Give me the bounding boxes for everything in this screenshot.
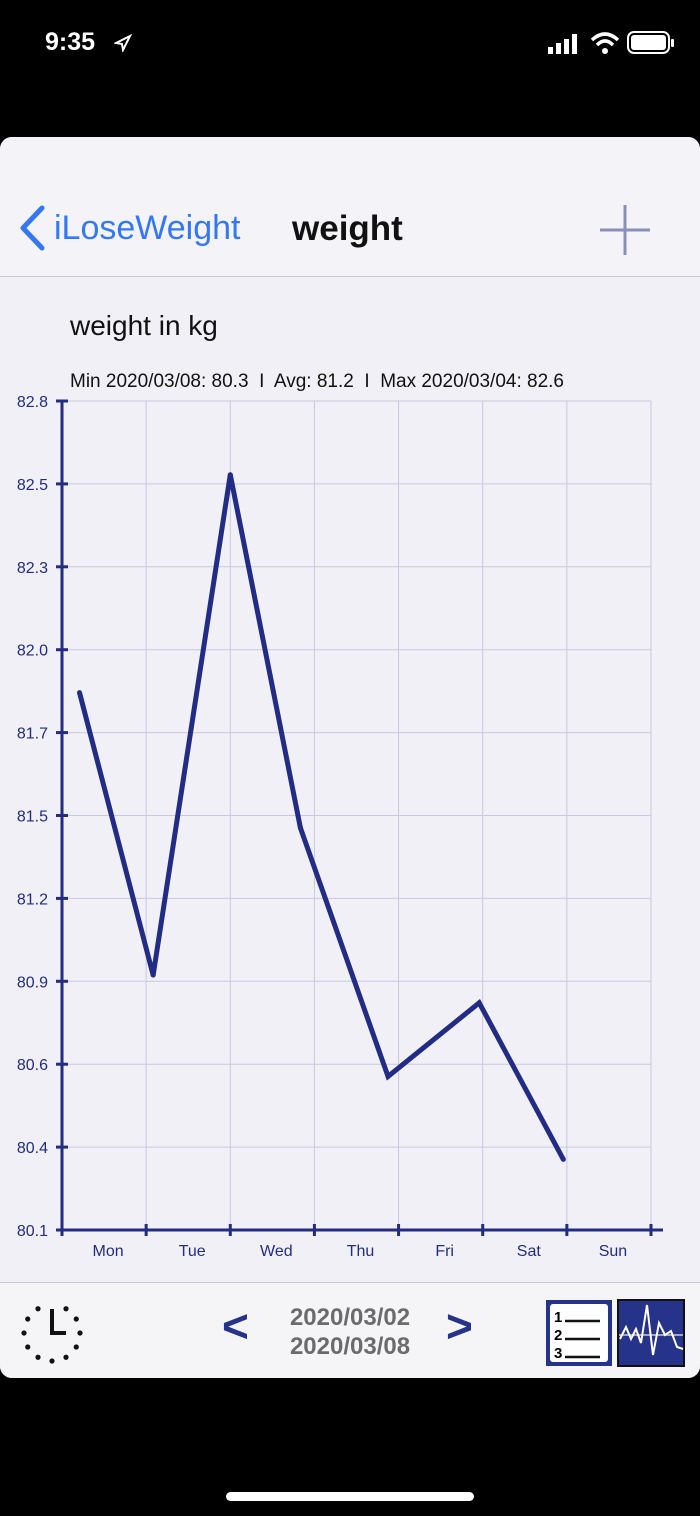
list-view-icon[interactable]: 1 2 3	[545, 1299, 613, 1367]
weight-chart: 82.8 82.5 82.3 82.0 81.7 81.5 81.2 80.9 80.6 80.4…	[17, 394, 663, 1260]
x-tick-label: Tue	[179, 1243, 206, 1260]
back-button[interactable]: iLoseWeight	[18, 205, 241, 251]
app-window: iLoseWeight weight weight in kg Min 2020…	[0, 137, 700, 1378]
clock-tick	[73, 1316, 79, 1322]
y-tick-label: 82.5	[17, 477, 48, 494]
data-point	[150, 972, 156, 978]
y-tick-label: 81.5	[17, 809, 48, 826]
next-week-button[interactable]: >	[446, 1300, 473, 1352]
clock-tick	[21, 1330, 27, 1336]
y-tick-label: 82.0	[17, 643, 48, 660]
x-tick-label: Mon	[93, 1243, 124, 1260]
y-tick-label: 80.6	[17, 1057, 48, 1074]
start-date: 2020/03/02	[289, 1304, 411, 1331]
clock-icon[interactable]	[18, 1297, 88, 1367]
svg-text:3: 3	[554, 1345, 562, 1362]
clock-tick	[35, 1306, 41, 1312]
date-range: 2020/03/02 2020/03/08	[270, 1303, 430, 1361]
clock-tick	[63, 1306, 69, 1312]
data-point	[77, 690, 83, 696]
back-label: iLoseWeight	[54, 208, 241, 247]
clock-tick	[73, 1344, 79, 1350]
y-tick-label: 81.2	[17, 891, 48, 908]
y-tick-label: 82.3	[17, 560, 48, 577]
chart-heading: weight in kg	[70, 310, 218, 341]
clock: 9:35	[45, 28, 96, 56]
y-tick-label: 82.8	[17, 394, 48, 411]
clock-tick	[25, 1316, 31, 1322]
signal-icon	[548, 34, 577, 54]
clock-tick	[35, 1354, 41, 1360]
data-point	[227, 472, 233, 478]
chart-view-icon[interactable]	[617, 1299, 685, 1367]
weight-series-line	[77, 474, 566, 1161]
data-point	[297, 825, 303, 831]
y-tick-label: 81.7	[17, 726, 48, 743]
previous-week-button[interactable]: <	[222, 1300, 249, 1352]
clock-tick	[49, 1358, 55, 1364]
clock-tick	[77, 1330, 83, 1336]
clock-tick	[25, 1344, 31, 1350]
location-icon	[114, 34, 132, 52]
stats-summary: Min 2020/03/08: 80.3 I Avg: 81.2 I Max 2…	[70, 371, 564, 392]
chevron-left-icon	[20, 205, 45, 251]
y-tick-label: 80.1	[17, 1223, 48, 1240]
svg-text:1: 1	[554, 1309, 562, 1326]
navigation-bar: iLoseWeight weight	[0, 137, 700, 277]
page-title: weight	[292, 209, 403, 248]
home-indicator[interactable]	[226, 1492, 474, 1501]
data-point	[476, 1000, 482, 1006]
end-date: 2020/03/08	[289, 1333, 411, 1360]
clock-tick	[63, 1354, 69, 1360]
x-tick-label: Thu	[347, 1243, 375, 1260]
x-tick-label: Fri	[435, 1243, 454, 1260]
svg-text:2: 2	[554, 1327, 562, 1344]
wifi-icon	[590, 32, 620, 54]
status-bar: 9:35	[0, 0, 700, 90]
y-tick-label: 80.4	[17, 1140, 48, 1157]
data-point	[560, 1156, 566, 1162]
x-tick-label: Wed	[260, 1243, 293, 1260]
data-point	[385, 1073, 391, 1079]
add-button[interactable]	[598, 203, 652, 257]
y-tick-label: 80.9	[17, 974, 48, 991]
battery-icon	[627, 31, 674, 54]
x-tick-label: Sun	[599, 1243, 627, 1260]
bottom-toolbar: < 2020/03/02 2020/03/08 > 1 2 3	[0, 1282, 700, 1378]
x-tick-label: Sat	[517, 1243, 542, 1260]
